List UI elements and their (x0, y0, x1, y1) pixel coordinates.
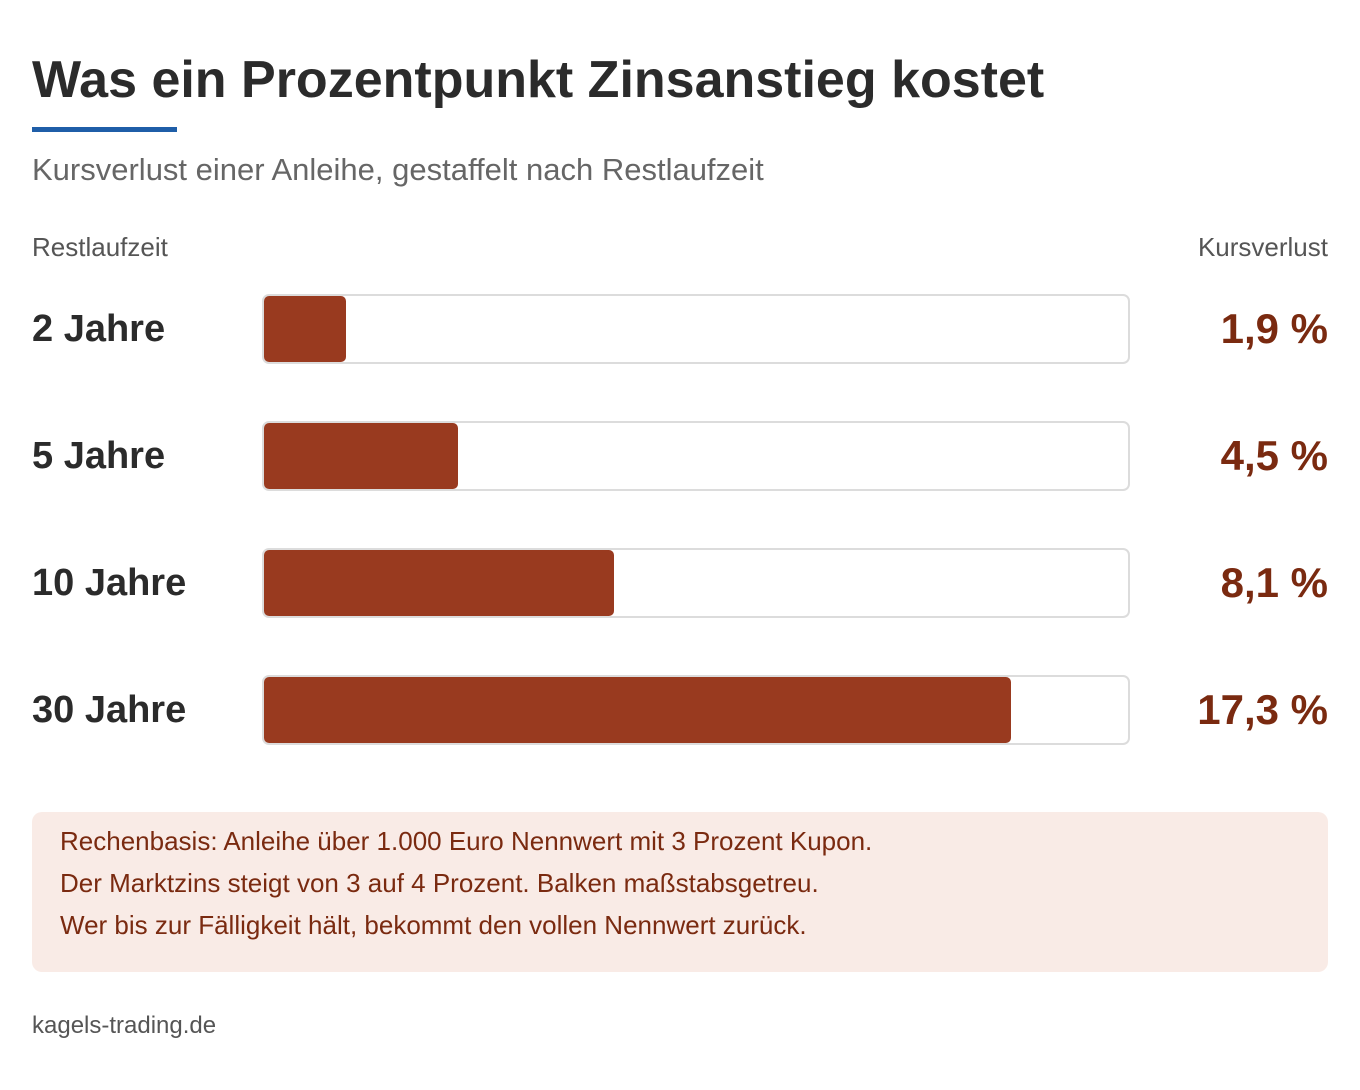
bar-row: 5 Jahre 4,5 % (0, 421, 1360, 491)
calculation-note: Rechenbasis: Anleihe über 1.000 Euro Nen… (32, 812, 1328, 972)
category-label: 2 Jahre (32, 308, 166, 350)
chart-subtitle: Kursverlust einer Anleihe, gestaffelt na… (32, 152, 764, 187)
chart-title: Was ein Prozentpunkt Zinsanstieg kostet (32, 51, 1045, 109)
category-label: 5 Jahre (32, 435, 166, 477)
bar (264, 677, 1011, 743)
note-line: Rechenbasis: Anleihe über 1.000 Euro Nen… (60, 826, 873, 856)
category-label: 30 Jahre (32, 689, 187, 731)
bar (264, 550, 614, 616)
value-label: 1,9 % (1220, 305, 1328, 352)
bar (264, 296, 346, 362)
bar-track (262, 421, 1130, 491)
bar-row: 30 Jahre 17,3 % (0, 675, 1360, 745)
note-line: Der Marktzins steigt von 3 auf 4 Prozent… (60, 868, 819, 898)
bar-row: 2 Jahre 1,9 % (0, 294, 1360, 364)
category-label: 10 Jahre (32, 562, 187, 604)
value-label: 17,3 % (1197, 686, 1328, 733)
column-header-loss: Kursverlust (1197, 232, 1328, 262)
note-line: Wer bis zur Fälligkeit hält, bekommt den… (60, 910, 807, 940)
value-label: 4,5 % (1220, 432, 1328, 479)
bar-track (262, 294, 1130, 364)
value-label: 8,1 % (1220, 559, 1328, 606)
bar-track (262, 675, 1130, 745)
bar (264, 423, 458, 489)
column-header-maturity: Restlaufzeit (32, 232, 168, 262)
source-credit: kagels-trading.de (32, 1012, 217, 1039)
bar-row: 10 Jahre 8,1 % (0, 548, 1360, 618)
title-accent-rule (32, 127, 177, 132)
bar-track (262, 548, 1130, 618)
